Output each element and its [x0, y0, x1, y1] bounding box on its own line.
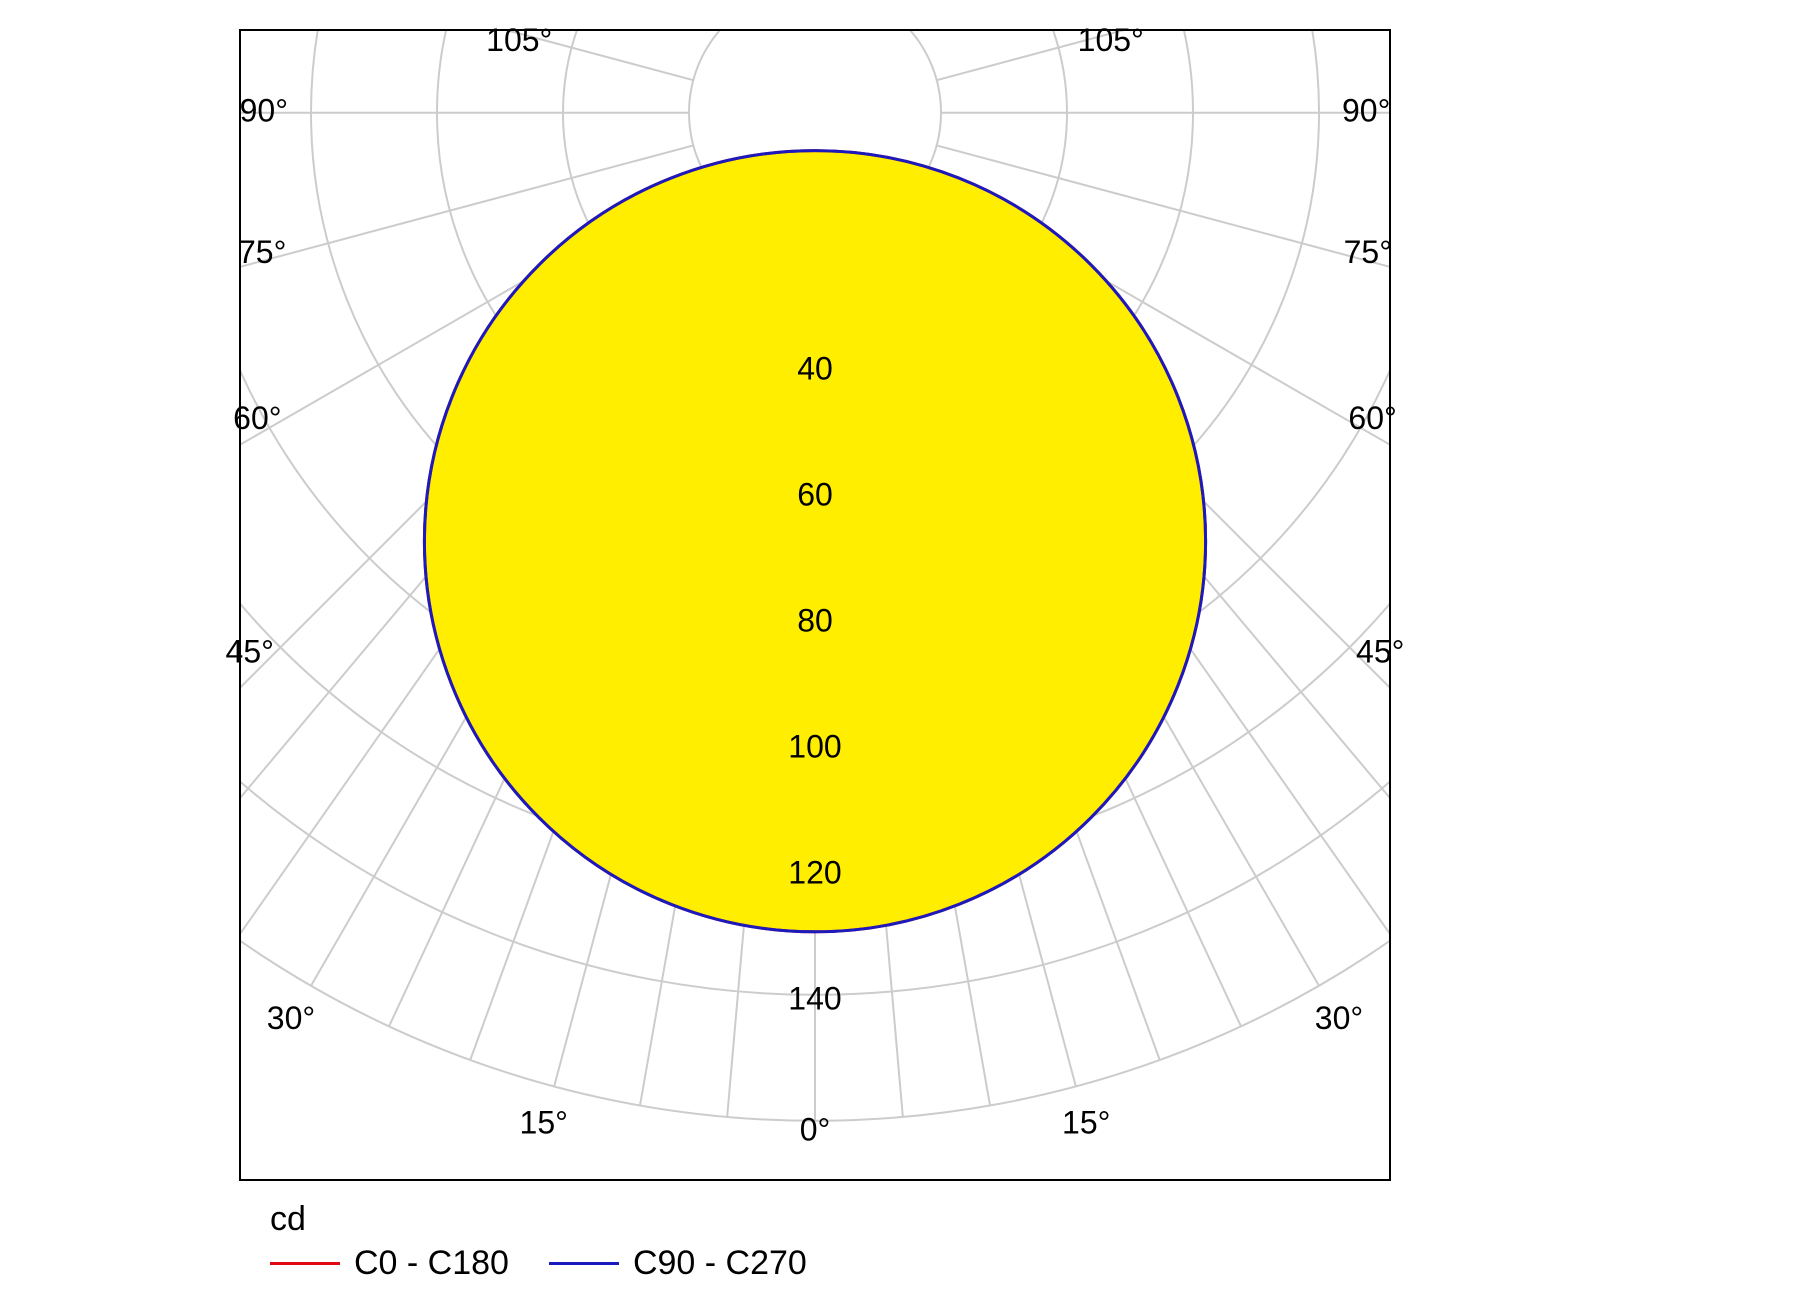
svg-text:15°: 15° — [520, 1105, 568, 1141]
svg-text:0°: 0° — [800, 1111, 831, 1147]
svg-text:105°: 105° — [1078, 22, 1144, 58]
legend-item-c90: C90 - C270 — [549, 1244, 807, 1283]
svg-text:45°: 45° — [1356, 633, 1404, 669]
svg-text:60: 60 — [797, 476, 833, 512]
svg-text:80: 80 — [797, 602, 833, 638]
svg-text:30°: 30° — [1315, 1000, 1363, 1036]
page: 406080100120140 105°90°75°60°45°30°15°0°… — [0, 0, 1794, 1300]
legend-swatch-c90 — [549, 1262, 619, 1265]
polar-chart: 406080100120140 105°90°75°60°45°30°15°0°… — [0, 0, 1794, 1300]
svg-text:90°: 90° — [1342, 92, 1390, 128]
svg-text:30°: 30° — [267, 1000, 315, 1036]
legend-units-label: cd — [270, 1200, 306, 1239]
svg-text:100: 100 — [788, 728, 841, 764]
legend: C0 - C180 C90 - C270 — [270, 1244, 807, 1283]
legend-swatch-c0 — [270, 1262, 340, 1265]
svg-text:140: 140 — [788, 980, 841, 1016]
legend-item-c0: C0 - C180 — [270, 1244, 509, 1283]
svg-text:40: 40 — [797, 350, 833, 386]
svg-text:90°: 90° — [240, 92, 288, 128]
legend-label-c0: C0 - C180 — [354, 1244, 509, 1283]
svg-text:45°: 45° — [226, 633, 274, 669]
distribution-fill — [424, 151, 1205, 932]
svg-text:120: 120 — [788, 854, 841, 890]
svg-text:75°: 75° — [1344, 234, 1392, 270]
legend-label-c90: C90 - C270 — [633, 1244, 807, 1283]
svg-text:75°: 75° — [238, 234, 286, 270]
svg-text:105°: 105° — [486, 22, 552, 58]
svg-text:15°: 15° — [1062, 1105, 1110, 1141]
